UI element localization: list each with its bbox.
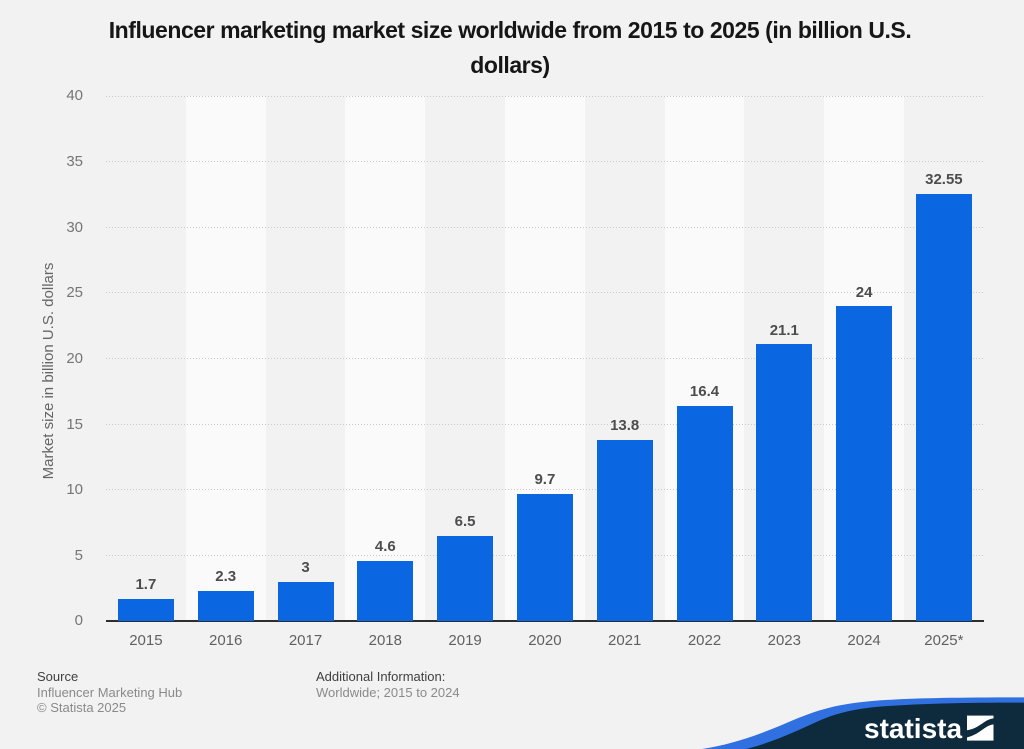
svg-text:statista: statista xyxy=(864,713,962,744)
